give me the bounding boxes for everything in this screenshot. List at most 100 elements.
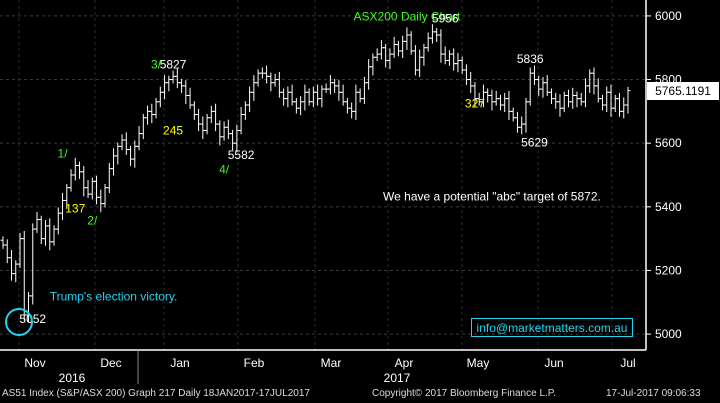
ohlc-bar — [378, 40, 384, 60]
ohlc-bar — [179, 78, 185, 93]
chart-annotation: 1/ — [58, 147, 69, 161]
ohlc-bar — [361, 77, 367, 105]
x-month-label: Feb — [244, 356, 265, 370]
ohlc-bar — [446, 50, 452, 66]
x-month-label: May — [467, 356, 490, 370]
y-tick-label: 5600 — [655, 136, 682, 150]
ohlc-bar — [395, 40, 401, 57]
ohlc-bar — [425, 32, 431, 52]
chart-annotation: 2/ — [87, 213, 98, 227]
ohlc-bar — [519, 116, 525, 135]
ohlc-bar — [587, 69, 593, 93]
ohlc-bar — [111, 148, 117, 176]
ohlc-bar — [506, 91, 512, 120]
ohlc-bar — [536, 75, 542, 97]
ohlc-bar — [315, 84, 321, 106]
x-year-label: 2016 — [59, 371, 86, 384]
ohlc-bar — [553, 92, 559, 109]
ohlc-bar — [51, 225, 57, 246]
ohlc-bar — [221, 121, 227, 141]
ohlc-bar — [119, 134, 125, 151]
ohlc-bar — [306, 88, 312, 106]
ohlc-bar — [166, 75, 172, 92]
ohlc-bar — [251, 75, 257, 101]
ohlc-bar — [408, 31, 414, 55]
ohlc-bar — [106, 162, 112, 194]
ohlc-bar — [289, 84, 295, 106]
ohlc-bar — [616, 92, 622, 117]
ohlc-bar — [565, 89, 571, 108]
ohlc-bar — [459, 56, 465, 74]
footer-bar: AS51 Index (S&P/ASX 200) Graph 217 Daily… — [0, 384, 720, 403]
ohlc-bar — [412, 45, 418, 76]
ohlc-bar — [497, 94, 503, 111]
ohlc-bar — [434, 28, 440, 42]
ohlc-bar — [327, 75, 333, 95]
ohlc-bar — [332, 78, 338, 93]
ohlc-bar — [140, 113, 146, 140]
ohlc-bar — [451, 48, 457, 71]
price-bars — [0, 24, 631, 322]
x-month-label: Jun — [544, 356, 563, 370]
ohlc-bar — [217, 120, 223, 146]
ohlc-bar — [81, 166, 87, 197]
ohlc-bar — [608, 84, 614, 117]
ohlc-bar — [204, 113, 210, 135]
ohlc-bar — [344, 98, 350, 114]
ohlc-bar — [591, 67, 597, 95]
ohlc-bar — [557, 94, 563, 117]
ohlc-bar — [196, 108, 202, 132]
ohlc-bar — [548, 88, 554, 105]
y-tick-label: 5200 — [655, 263, 682, 277]
ohlc-bar — [191, 101, 197, 120]
chart-annotation: We have a potential "abc" target of 5872… — [383, 189, 601, 203]
ohlc-bar — [578, 92, 584, 106]
ohlc-bar — [502, 92, 508, 112]
ohlc-bar — [319, 85, 325, 108]
x-month-label: Jul — [620, 356, 635, 370]
ohlc-bar — [72, 157, 78, 181]
ohlc-bar — [102, 183, 108, 208]
ohlc-bar — [293, 98, 299, 114]
ohlc-bar — [599, 94, 605, 111]
ohlc-bar — [391, 36, 397, 58]
ohlc-bar — [157, 86, 163, 108]
chart-annotation: 5582 — [228, 148, 255, 162]
ohlc-bar — [208, 105, 214, 124]
ohlc-bar — [366, 59, 372, 90]
ohlc-bar — [43, 220, 49, 246]
ohlc-bar — [510, 107, 516, 122]
x-month-label: Jan — [170, 356, 189, 370]
gridlines — [0, 0, 646, 350]
ohlc-bar — [429, 24, 435, 44]
ohlc-bar — [268, 72, 274, 92]
ohlc-bar — [527, 67, 533, 106]
ohlc-bar — [149, 103, 155, 124]
ohlc-bar — [493, 91, 499, 106]
chart-annotation: 327 — [465, 97, 485, 111]
ohlc-bar — [349, 102, 355, 119]
ohlc-bar — [281, 88, 287, 106]
chart-annotation: ASX200 Daily Chart — [354, 10, 461, 24]
ohlc-bar — [302, 84, 308, 111]
y-tick-label: 5400 — [655, 200, 682, 214]
ohlc-bar — [162, 75, 168, 100]
y-tick-label: 6000 — [655, 9, 682, 23]
ohlc-bar — [544, 75, 550, 97]
ohlc-bar — [442, 46, 448, 65]
ohlc-bar — [187, 87, 193, 109]
ohlc-bar — [468, 71, 474, 93]
ohlc-bar — [336, 80, 342, 101]
ohlc-bar — [463, 64, 469, 85]
ohlc-bar — [340, 84, 346, 106]
ohlc-bar — [9, 250, 15, 281]
ohlc-bar — [455, 52, 461, 73]
ohlc-bar — [298, 96, 304, 116]
ohlc-bar — [612, 94, 618, 112]
ohlc-bar — [570, 87, 576, 109]
x-month-label: Apr — [395, 356, 414, 370]
ohlc-bar — [213, 103, 219, 132]
ohlc-bar — [255, 69, 261, 87]
ohlc-bar — [404, 27, 410, 50]
